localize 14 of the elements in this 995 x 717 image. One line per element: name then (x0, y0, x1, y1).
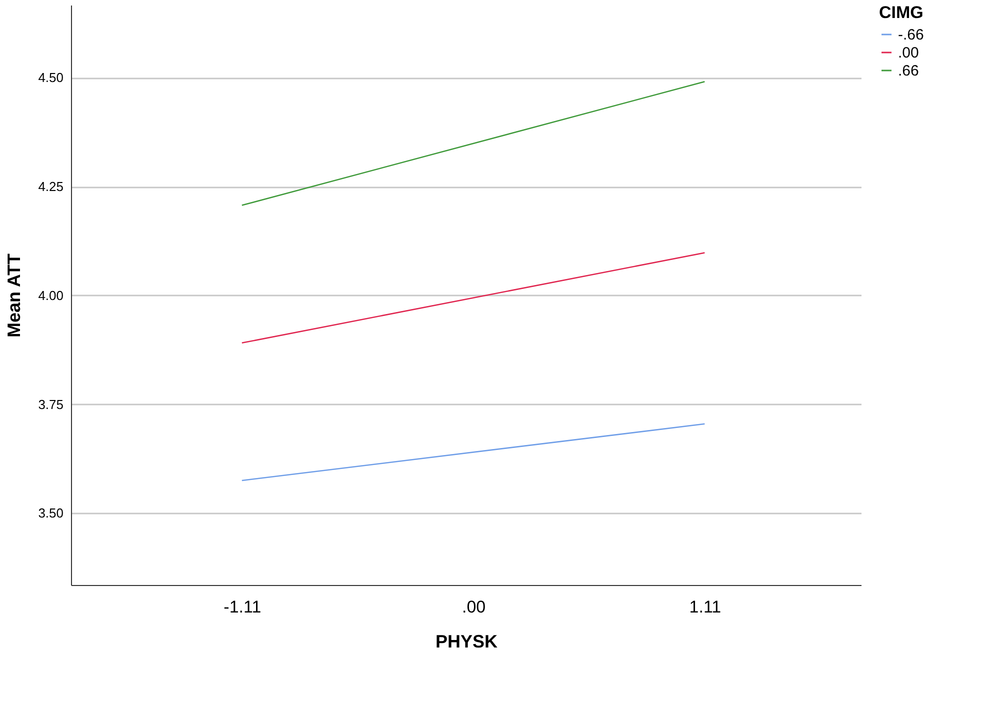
legend-title: CIMG (879, 3, 924, 22)
legend-label: .00 (898, 44, 919, 62)
legend-label: -.66 (898, 26, 924, 44)
y-tick-label: 3.50 (38, 506, 64, 521)
y-tick-label: 4.25 (38, 179, 64, 194)
x-tick-label: .00 (462, 598, 486, 616)
y-tick-label: 3.75 (38, 396, 64, 412)
y-tick-label: 4.50 (38, 70, 64, 86)
legend-label: .66 (898, 62, 919, 80)
y-tick-label: 4.00 (38, 288, 64, 303)
x-tick-label: -1.11 (224, 598, 262, 616)
x-tick-label: 1.11 (689, 598, 722, 616)
x-axis-title: PHYSK (435, 632, 498, 652)
y-axis-title: Mean ATT (4, 254, 24, 338)
